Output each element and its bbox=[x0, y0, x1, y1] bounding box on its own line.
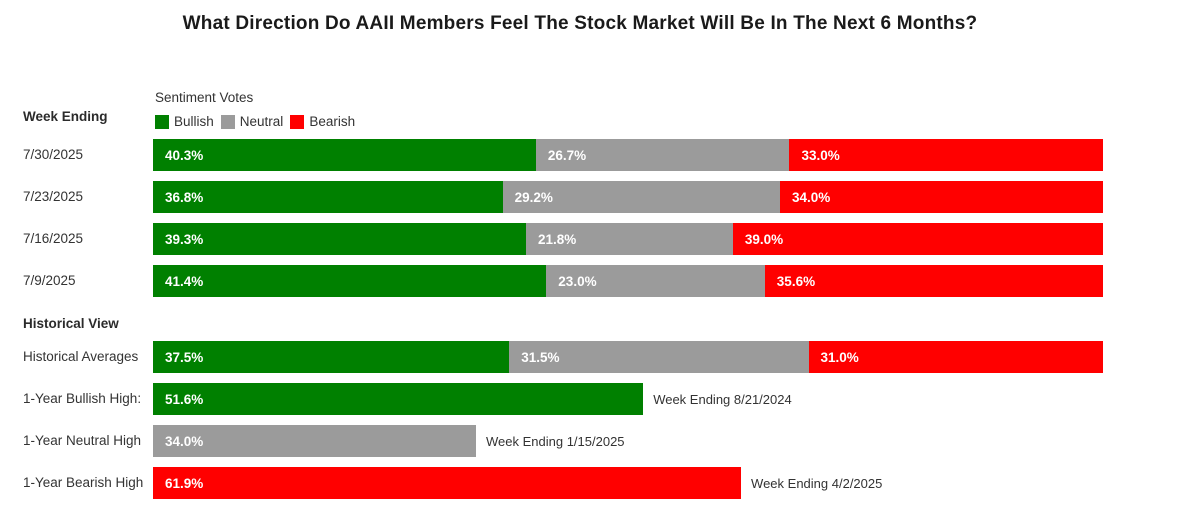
bar-track: 61.9% Week Ending 4/2/2025 bbox=[153, 467, 1103, 499]
week-ending-annotation: Week Ending 8/21/2024 bbox=[653, 391, 792, 407]
row-label: 1-Year Bearish High bbox=[23, 475, 144, 490]
legend-item-neutral: Neutral bbox=[220, 114, 284, 129]
bearish-bar-segment: 34.0% bbox=[779, 181, 1103, 213]
bar-track: 51.6% Week Ending 8/21/2024 bbox=[153, 383, 1103, 415]
neutral-high-row: 1-Year Neutral High 34.0% Week Ending 1/… bbox=[0, 425, 1200, 457]
bearish-bar-segment: 39.0% bbox=[732, 223, 1103, 255]
bullish-value-label: 41.4% bbox=[165, 273, 204, 289]
week-ending-annotation: Week Ending 4/2/2025 bbox=[751, 475, 883, 491]
bearish-bar-segment: 33.0% bbox=[789, 139, 1103, 171]
bar-track: 41.4% 23.0% 35.6% bbox=[153, 265, 1103, 297]
row-label: 1-Year Bullish High: bbox=[23, 391, 142, 406]
legend-label-bullish: Bullish bbox=[174, 114, 214, 129]
bullish-bar-segment: 51.6% bbox=[153, 383, 644, 415]
bullish-bar-segment: 41.4% bbox=[153, 265, 547, 297]
bar-track: 37.5% 31.5% 31.0% bbox=[153, 341, 1103, 373]
bullish-swatch-icon bbox=[155, 114, 169, 129]
legend-item-bullish: Bullish bbox=[155, 114, 214, 129]
neutral-bar-segment: 31.5% bbox=[509, 341, 809, 373]
neutral-swatch-icon bbox=[220, 114, 235, 129]
neutral-value-label: 31.5% bbox=[521, 349, 560, 365]
bullish-bar-segment: 36.8% bbox=[153, 181, 503, 213]
bullish-value-label: 51.6% bbox=[165, 391, 204, 407]
bearish-value-label: 61.9% bbox=[165, 475, 204, 491]
neutral-bar-segment: 21.8% bbox=[525, 223, 733, 255]
bearish-bar-segment: 35.6% bbox=[764, 265, 1103, 297]
row-label: 7/30/2025 bbox=[23, 147, 84, 162]
bullish-bar-segment: 37.5% bbox=[153, 341, 510, 373]
bullish-bar-segment: 40.3% bbox=[153, 139, 536, 171]
bearish-swatch-icon bbox=[290, 114, 305, 129]
neutral-value-label: 29.2% bbox=[514, 189, 553, 205]
legend: Bullish Neutral Bearish bbox=[155, 114, 362, 129]
neutral-value-label: 34.0% bbox=[165, 433, 204, 449]
bullish-value-label: 36.8% bbox=[165, 189, 204, 205]
week-ending-annotation: Week Ending 1/15/2025 bbox=[486, 433, 625, 449]
neutral-bar-segment: 26.7% bbox=[535, 139, 790, 171]
historical-averages-row: Historical Averages 37.5% 31.5% 31.0% bbox=[0, 341, 1200, 373]
neutral-value-label: 23.0% bbox=[558, 273, 597, 289]
legend-label-neutral: Neutral bbox=[239, 114, 284, 129]
bearish-value-label: 33.0% bbox=[801, 147, 840, 163]
neutral-value-label: 26.7% bbox=[547, 147, 587, 163]
week-ending-column-header: Week Ending bbox=[23, 109, 108, 124]
neutral-value-label: 21.8% bbox=[537, 231, 577, 247]
row-label: 7/16/2025 bbox=[23, 231, 84, 246]
sentiment-row-7-16: 7/16/2025 39.3% 21.8% 39.0% bbox=[0, 223, 1200, 255]
bearish-bar-segment: 61.9% bbox=[153, 467, 742, 499]
neutral-bar-segment: 23.0% bbox=[546, 265, 765, 297]
legend-label-bearish: Bearish bbox=[309, 114, 356, 129]
bullish-high-row: 1-Year Bullish High: 51.6% Week Ending 8… bbox=[0, 383, 1200, 415]
bar-track: 39.3% 21.8% 39.0% bbox=[153, 223, 1103, 255]
row-label: Historical Averages bbox=[23, 349, 139, 364]
bearish-value-label: 39.0% bbox=[744, 231, 784, 247]
row-label: 7/23/2025 bbox=[23, 189, 84, 204]
sentiment-row-7-23: 7/23/2025 36.8% 29.2% 34.0% bbox=[0, 181, 1200, 213]
legend-title: Sentiment Votes bbox=[155, 90, 254, 105]
bar-track: 34.0% Week Ending 1/15/2025 bbox=[153, 425, 1103, 457]
bar-track: 40.3% 26.7% 33.0% bbox=[153, 139, 1103, 171]
bearish-bar-segment: 31.0% bbox=[808, 341, 1103, 373]
sentiment-row-7-9: 7/9/2025 41.4% 23.0% 35.6% bbox=[0, 265, 1200, 297]
bullish-value-label: 40.3% bbox=[165, 147, 204, 163]
sentiment-row-7-30: 7/30/2025 40.3% 26.7% 33.0% bbox=[0, 139, 1200, 171]
row-label: 1-Year Neutral High bbox=[23, 433, 142, 448]
bullish-bar-segment: 39.3% bbox=[153, 223, 526, 255]
bearish-value-label: 35.6% bbox=[776, 273, 816, 289]
legend-item-bearish: Bearish bbox=[290, 114, 355, 129]
historical-view-header: Historical View bbox=[23, 316, 119, 331]
bearish-value-label: 31.0% bbox=[820, 349, 859, 365]
neutral-bar-segment: 34.0% bbox=[153, 425, 476, 457]
bearish-high-row: 1-Year Bearish High 61.9% Week Ending 4/… bbox=[0, 467, 1200, 499]
bullish-value-label: 37.5% bbox=[165, 349, 204, 365]
bearish-value-label: 34.0% bbox=[791, 189, 831, 205]
chart-title: What Direction Do AAII Members Feel The … bbox=[182, 13, 978, 34]
row-label: 7/9/2025 bbox=[23, 273, 76, 288]
neutral-bar-segment: 29.2% bbox=[502, 181, 780, 213]
bullish-value-label: 39.3% bbox=[165, 231, 204, 247]
bar-track: 36.8% 29.2% 34.0% bbox=[153, 181, 1103, 213]
